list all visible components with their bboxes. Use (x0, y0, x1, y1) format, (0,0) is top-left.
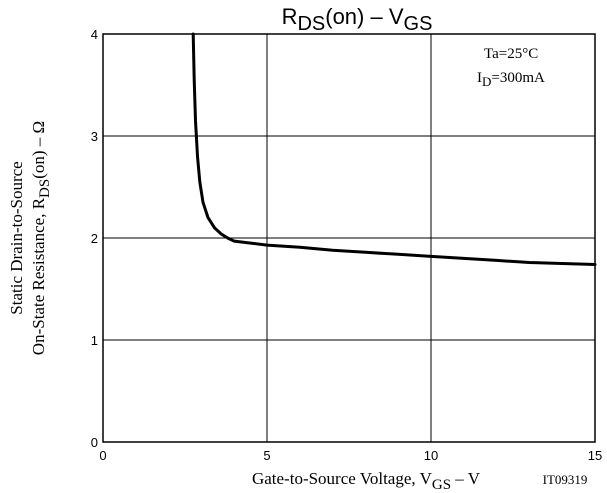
y-tick-label: 0 (91, 435, 98, 450)
x-tick-label: 10 (424, 448, 438, 463)
y-tick-labels: 0 1 2 3 4 (91, 27, 98, 450)
y-axis-label-line1: Static Drain-to-Source (7, 161, 26, 314)
y-axis-label-line2: On-State Resistance, RDS(on) – Ω (29, 121, 53, 355)
grid-lines (103, 34, 595, 442)
y-tick-label: 4 (91, 27, 98, 42)
rds-curve (191, 32, 597, 266)
y-axis-label: Static Drain-to-Source On-State Resistan… (7, 121, 53, 355)
y-tick-label: 3 (91, 129, 98, 144)
x-tick-labels: 0 5 10 15 (99, 448, 602, 463)
x-tick-label: 0 (99, 448, 106, 463)
temperature-annotation: Ta=25°C (484, 46, 538, 62)
figure-code: IT09319 (543, 472, 588, 487)
y-tick-label: 2 (91, 231, 98, 246)
x-tick-label: 15 (588, 448, 602, 463)
y-tick-label: 1 (91, 333, 98, 348)
current-annotation: ID=300mA (477, 70, 545, 89)
plot-frame (102, 33, 596, 443)
x-tick-label: 5 (263, 448, 270, 463)
chart-title: RDS(on) – VGS (282, 4, 433, 35)
x-axis-label: Gate-to-Source Voltage, VGS – V (252, 469, 481, 493)
